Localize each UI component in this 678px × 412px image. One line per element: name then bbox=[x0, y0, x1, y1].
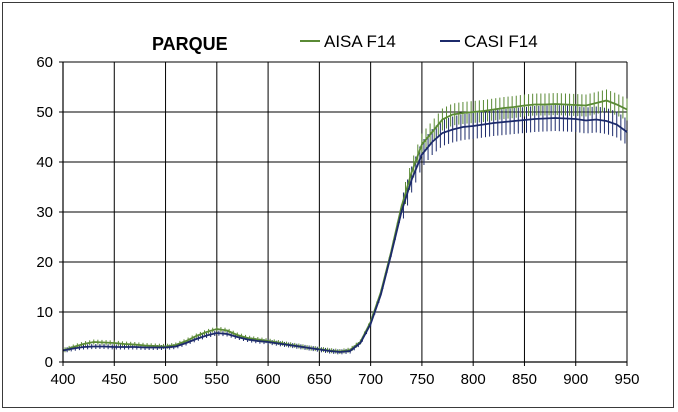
y-tick-label: 20 bbox=[36, 254, 53, 271]
x-tick-label: 500 bbox=[153, 371, 178, 388]
chart-title: PARQUE bbox=[152, 34, 228, 54]
x-tick-label: 850 bbox=[512, 371, 537, 388]
y-tick-label: 40 bbox=[36, 154, 53, 171]
y-tick-label: 60 bbox=[36, 54, 53, 71]
y-tick-label: 50 bbox=[36, 104, 53, 121]
series-line bbox=[62, 117, 628, 353]
tick-labels: 400 450 500 550 600 650 700 750 800 850 900 950 0 10 2… bbox=[36, 54, 639, 388]
x-tick-label: 450 bbox=[102, 371, 127, 388]
series-line bbox=[62, 99, 628, 353]
grid-lines bbox=[62, 61, 628, 363]
x-tick-label: 900 bbox=[563, 371, 588, 388]
x-tick-label: 650 bbox=[307, 371, 332, 388]
x-tick-label: 550 bbox=[204, 371, 229, 388]
series-lines bbox=[62, 99, 628, 353]
x-tick-label: 600 bbox=[256, 371, 281, 388]
x-tick-label: 700 bbox=[358, 371, 383, 388]
x-tick-label: 400 bbox=[50, 371, 75, 388]
legend: AISA F14 CASI F14 bbox=[300, 32, 538, 51]
x-tick-label: 950 bbox=[614, 371, 639, 388]
error-bars bbox=[62, 89, 628, 355]
legend-label: CASI F14 bbox=[464, 32, 538, 51]
axes bbox=[59, 61, 628, 366]
y-tick-label: 0 bbox=[45, 354, 53, 371]
y-tick-label: 30 bbox=[36, 204, 53, 221]
x-tick-label: 750 bbox=[409, 371, 434, 388]
y-tick-label: 10 bbox=[36, 304, 53, 321]
x-tick-label: 800 bbox=[461, 371, 486, 388]
legend-label: AISA F14 bbox=[324, 32, 396, 51]
